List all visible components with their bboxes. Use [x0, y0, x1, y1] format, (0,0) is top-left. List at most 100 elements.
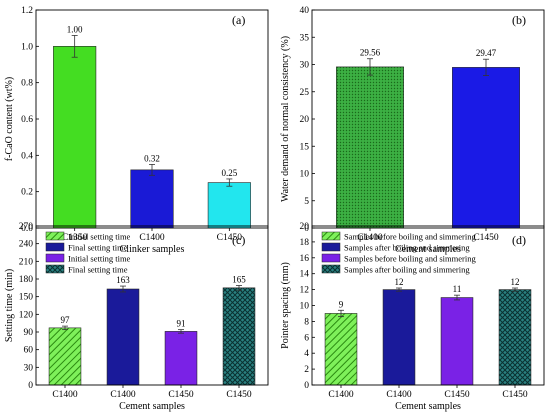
legend-swatch: [321, 242, 341, 252]
data-label: 29.47: [476, 48, 497, 58]
data-label: 91: [177, 319, 186, 329]
panel-letter: (b): [512, 13, 526, 27]
legend-swatch: [45, 242, 65, 252]
x-tick-label: C1450: [217, 233, 243, 243]
y-tick-label: 35: [300, 33, 310, 43]
panel-letter: (c): [232, 233, 245, 247]
data-label: 163: [116, 275, 130, 285]
x-tick-label: C1350: [62, 233, 88, 243]
y-tick-label: 1.2: [21, 6, 33, 16]
x-axis-title: Cement samples: [395, 244, 461, 255]
legend-label: Samples before boiling and simmering: [344, 254, 476, 264]
panel-b: 29.56 29.47 0 5 10 15 20 25 30 35 40 C1400 C1450 Ceme…: [280, 6, 545, 255]
y-tick-label: 0.8: [21, 79, 33, 89]
y-tick-label: 270: [19, 222, 34, 232]
data-label: 97: [61, 315, 71, 325]
legend-swatch: [321, 231, 341, 241]
bar-c1450-1: [452, 67, 520, 229]
data-label: 0.32: [144, 153, 160, 163]
x-tick-label: C1450: [502, 390, 528, 400]
legend-label: Samples before boiling and simmering: [344, 232, 476, 242]
legend-label: Initial setting time: [68, 232, 131, 242]
legend-label: Samples after boiling and simmering: [344, 243, 470, 253]
data-label: 12: [395, 277, 404, 287]
y-tick-label: 25: [300, 88, 310, 98]
data-label: 9: [339, 299, 344, 309]
x-tick-label: C1450: [473, 233, 499, 243]
data-label: 29.56: [360, 48, 381, 58]
y-tick-label: 10: [300, 170, 310, 180]
legend-label: Samples after boiling and simmering: [344, 265, 470, 275]
y-tick-label: 210: [19, 257, 34, 267]
x-tick-label: C1400: [52, 390, 78, 400]
y-tick-label: 15: [300, 142, 310, 152]
panel-letter: (d): [512, 233, 526, 247]
y-tick-label: 180: [19, 275, 34, 285]
y-tick-label: 0.2: [21, 188, 33, 198]
legend-swatch: [321, 264, 341, 274]
x-axis-title: Cement samples: [119, 401, 185, 412]
x-axis-title: Cement samples: [395, 401, 461, 412]
legend-label: Final setting time: [68, 265, 128, 275]
y-tick-label: 4: [304, 349, 309, 359]
panel-c: 97 163 91 165 0 30 60 90 120 150 180 210 240 270 C1400…: [4, 222, 269, 412]
y-tick-label: 20: [300, 222, 310, 232]
y-tick-label: 20: [300, 115, 310, 125]
panel-a: 1.00 0.32 0.25 0.0 0.2 0.4 0.6 0.8 1.0 1.2 C1350 C1…: [4, 6, 269, 255]
y-tick-label: 1.0: [21, 42, 33, 52]
legend-swatch: [45, 253, 65, 263]
y-tick-label: 0: [304, 224, 309, 234]
x-tick-label: C1450: [168, 390, 194, 400]
legend-label: Final setting time: [68, 243, 128, 253]
y-tick-label: 120: [19, 310, 34, 320]
y-tick-label: 90: [24, 328, 34, 338]
plot-frame: [35, 225, 269, 386]
y-tick-label: 0: [28, 381, 33, 391]
bar-c1400-0: [336, 66, 404, 229]
x-tick-label: C1450: [444, 390, 470, 400]
x-axis-title: Clinker samples: [120, 244, 185, 255]
data-label: 11: [453, 284, 462, 294]
legend-swatch: [321, 253, 341, 263]
y-axis-title: f-CaO content (wt%): [4, 77, 15, 161]
y-tick-label: 0.0: [21, 224, 33, 234]
y-tick-label: 10: [300, 302, 310, 312]
y-tick-label: 0.4: [21, 151, 33, 161]
y-tick-label: 40: [300, 6, 310, 16]
bar-c1450-2: [164, 331, 198, 386]
legend-swatch: [45, 231, 65, 241]
bar-c1400-1: [106, 288, 140, 386]
y-tick-label: 30: [300, 61, 310, 71]
y-tick-label: 30: [24, 363, 34, 373]
y-tick-label: 18: [300, 238, 310, 248]
x-tick-label: C1400: [357, 233, 383, 243]
legend-label: Initial setting time: [68, 254, 131, 264]
y-tick-label: 12: [300, 286, 310, 296]
bar-c1400-1: [130, 169, 174, 229]
data-label: 165: [232, 274, 246, 284]
x-tick-label: C1400: [110, 390, 136, 400]
y-tick-label: 150: [19, 293, 34, 303]
data-label: 0.25: [221, 168, 237, 178]
y-axis-title: Water demand of normal consistency (%): [280, 36, 291, 202]
y-axis-title: Pointer spacing (mm): [280, 262, 291, 349]
data-label: 12: [511, 277, 520, 287]
panel-letter: (a): [232, 13, 245, 27]
y-tick-label: 16: [300, 254, 310, 264]
bar-c1350-0: [53, 46, 97, 229]
y-tick-label: 0: [304, 381, 309, 391]
bar-c1450-2: [440, 297, 474, 386]
y-tick-label: 6: [304, 333, 309, 343]
x-tick-label: C1400: [386, 390, 412, 400]
y-tick-label: 8: [304, 317, 309, 327]
y-tick-label: 0.6: [21, 115, 33, 125]
y-tick-label: 5: [304, 197, 309, 207]
y-axis-title: Setting time (min): [4, 269, 15, 342]
y-tick-label: 14: [300, 270, 310, 280]
bar-c1450-3: [222, 287, 256, 386]
bar-c1400-1: [382, 289, 416, 386]
y-tick-label: 2: [304, 365, 309, 375]
bar-c1450-3: [498, 289, 532, 386]
